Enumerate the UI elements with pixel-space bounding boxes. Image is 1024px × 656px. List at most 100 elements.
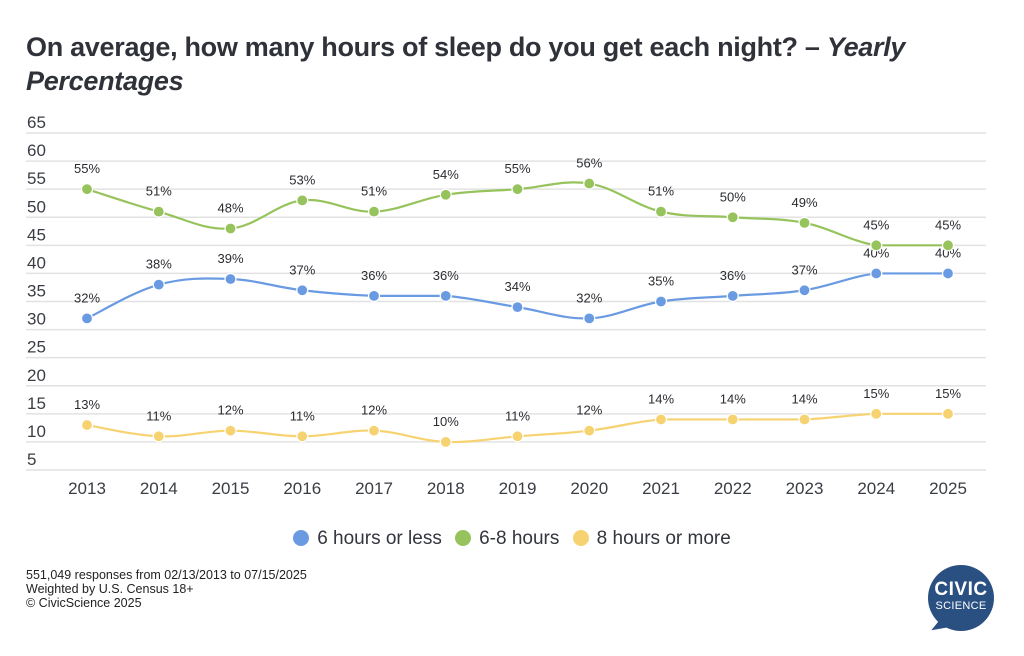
data-point[interactable] xyxy=(439,289,452,302)
data-point[interactable] xyxy=(80,312,94,325)
data-label: 11% xyxy=(505,408,530,423)
data-label: 12% xyxy=(217,403,243,418)
data-point[interactable] xyxy=(726,289,739,302)
data-label: 38% xyxy=(146,257,172,272)
chart-title-italic: Yearly Percentages xyxy=(26,32,906,96)
series-8-hours-or-more: 13% 11% 12% 11% 12% 10% 11% 12% 14% 14% 14% 15% 15% xyxy=(74,386,961,449)
data-label: 32% xyxy=(576,290,602,305)
data-point[interactable] xyxy=(511,301,524,314)
y-tick-label: 65 xyxy=(27,113,46,132)
x-tick-label: 2014 xyxy=(140,479,178,498)
data-label: 48% xyxy=(217,200,243,215)
legend-marker xyxy=(293,530,310,546)
data-label: 35% xyxy=(648,274,674,289)
footer-notes: 551,049 responses from 02/13/2013 to 07/… xyxy=(26,568,307,610)
data-point[interactable] xyxy=(224,272,237,286)
x-tick-label: 2024 xyxy=(857,479,895,498)
footer-copyright: © CivicScience 2025 xyxy=(26,596,142,610)
y-tick-label: 5 xyxy=(27,450,36,469)
data-point[interactable] xyxy=(726,211,739,224)
data-point[interactable] xyxy=(296,284,309,297)
data-point[interactable] xyxy=(80,183,94,196)
data-point[interactable] xyxy=(511,430,524,443)
data-point[interactable] xyxy=(152,278,165,291)
y-tick-label: 20 xyxy=(27,366,46,385)
data-point[interactable] xyxy=(583,177,596,190)
x-tick-label: 2025 xyxy=(929,479,967,498)
civicscience-logo: CIVIC SCIENCE xyxy=(928,565,994,631)
data-point[interactable] xyxy=(726,413,739,426)
legend-item-8-or-more[interactable]: 8 hours or more xyxy=(572,528,731,550)
data-point[interactable] xyxy=(870,267,883,280)
data-label: 12% xyxy=(361,403,387,418)
legend-label: 6 hours or less xyxy=(317,528,442,549)
chart-title-main: On average, how many hours of sleep do y… xyxy=(26,32,827,62)
data-label: 14% xyxy=(791,391,817,406)
data-point[interactable] xyxy=(511,183,524,196)
x-axis-ticks: 2013 2014 2015 2016 2017 2018 2019 2020 2021 2022… xyxy=(68,479,967,498)
data-label: 36% xyxy=(361,268,387,283)
x-tick-label: 2019 xyxy=(499,479,537,498)
logo-text-science: SCIENCE xyxy=(935,600,987,612)
data-point[interactable] xyxy=(224,424,237,437)
data-point[interactable] xyxy=(439,188,452,201)
data-label: 11% xyxy=(146,408,171,423)
series-6-8-hours: 55% 51% 48% 53% 51% 54% 55% 56% 51% 50% 49% 45% 45% xyxy=(74,156,961,252)
footer-weighting: Weighted by U.S. Census 18+ xyxy=(26,582,194,596)
x-tick-label: 2017 xyxy=(355,479,393,498)
data-point[interactable] xyxy=(870,407,883,420)
x-tick-label: 2015 xyxy=(212,479,250,498)
legend-label: 8 hours or more xyxy=(596,528,731,549)
data-point[interactable] xyxy=(152,205,165,218)
data-point[interactable] xyxy=(941,407,955,420)
data-label: 11% xyxy=(290,408,315,423)
data-point[interactable] xyxy=(296,430,309,443)
data-point[interactable] xyxy=(152,430,165,443)
data-label: 40% xyxy=(935,245,961,260)
data-point[interactable] xyxy=(224,222,237,235)
data-point[interactable] xyxy=(583,424,596,437)
data-point[interactable] xyxy=(296,194,309,207)
y-tick-label: 45 xyxy=(27,225,46,244)
data-label: 34% xyxy=(504,279,530,294)
legend-item-6-or-less[interactable]: 6 hours or less xyxy=(293,528,442,550)
data-label: 15% xyxy=(935,386,961,401)
data-point[interactable] xyxy=(367,205,381,218)
data-point[interactable] xyxy=(870,239,883,252)
data-point[interactable] xyxy=(654,205,668,218)
data-point[interactable] xyxy=(654,413,668,426)
x-tick-label: 2020 xyxy=(570,479,608,498)
y-tick-label: 60 xyxy=(27,141,46,160)
gridlines xyxy=(26,132,986,471)
data-label: 10% xyxy=(433,414,459,429)
data-label: 55% xyxy=(74,161,100,176)
y-tick-label: 50 xyxy=(27,197,46,216)
series-6-hours-or-less: 32% 38% 39% 37% 36% 36% 34% 32% 35% 36% 37% 40% 40% xyxy=(74,245,961,325)
data-label: 55% xyxy=(504,161,530,176)
data-point[interactable] xyxy=(941,239,955,252)
data-point[interactable] xyxy=(583,312,596,325)
logo-text-civic: CIVIC xyxy=(934,579,988,600)
data-point[interactable] xyxy=(798,216,811,229)
x-tick-label: 2013 xyxy=(68,479,106,498)
data-label: 14% xyxy=(720,391,746,406)
legend: 6 hours or less 6-8 hours 8 hours or mor… xyxy=(0,528,1024,550)
data-point[interactable] xyxy=(798,413,811,426)
data-point[interactable] xyxy=(798,284,811,297)
data-label: 37% xyxy=(791,262,817,277)
data-label: 32% xyxy=(74,290,100,305)
data-point[interactable] xyxy=(439,435,452,449)
data-label: 13% xyxy=(74,397,100,412)
data-point[interactable] xyxy=(654,295,668,308)
data-label: 39% xyxy=(217,251,243,266)
x-tick-label: 2021 xyxy=(642,479,680,498)
data-label: 40% xyxy=(863,245,889,260)
data-point[interactable] xyxy=(367,424,381,437)
data-label: 50% xyxy=(720,189,746,204)
data-label: 51% xyxy=(146,184,172,199)
legend-item-6-to-8[interactable]: 6-8 hours xyxy=(455,528,559,550)
data-point[interactable] xyxy=(367,289,381,302)
x-tick-label: 2016 xyxy=(283,479,321,498)
data-point[interactable] xyxy=(941,267,955,280)
data-point[interactable] xyxy=(80,418,94,432)
